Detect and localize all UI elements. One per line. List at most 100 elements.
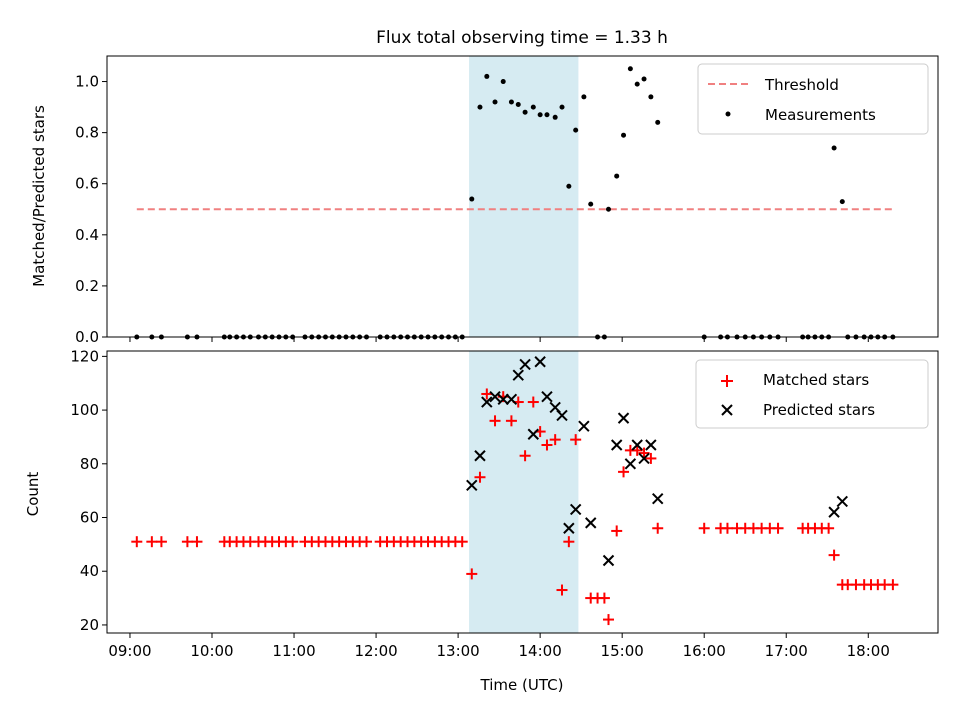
bottom-y-tick-label: 80 [80, 455, 99, 473]
legend-threshold-label: Threshold [764, 76, 839, 94]
legend-measurements-swatch [725, 111, 731, 117]
measurement-point [500, 79, 506, 85]
predicted-star-point [585, 517, 597, 529]
measurement-point [627, 66, 633, 72]
matched-star-point [563, 536, 575, 548]
measurement-point [566, 183, 572, 189]
top-y-tick-label: 0.6 [75, 175, 99, 193]
bottom-legend: Matched stars Predicted stars [695, 359, 929, 429]
predicted-star-point [512, 369, 524, 381]
matched-star-point [828, 549, 840, 561]
predicted-star-point [631, 439, 643, 451]
x-tick-label: 11:00 [272, 642, 315, 660]
predicted-star-point [617, 412, 630, 424]
x-tick-label: 10:00 [190, 642, 233, 660]
predicted-star-point [638, 452, 650, 465]
matched-star-point [823, 522, 835, 534]
predicted-star-point [610, 439, 623, 451]
predicted-star-point [645, 439, 657, 451]
measurement-point [621, 132, 627, 138]
matched-star-point [887, 579, 899, 591]
matched-star-point [631, 444, 643, 456]
measurement-point [573, 127, 579, 133]
legend-predicted-label: Predicted stars [763, 401, 875, 419]
measurement-point [522, 109, 528, 115]
bottom-y-tick-label: 40 [80, 562, 99, 580]
top-y-axis: 0.0 0.2 0.4 0.6 0.8 1.0 [75, 73, 107, 346]
top-y-tick-label: 0.0 [75, 328, 99, 346]
predicted-star-point [519, 358, 531, 371]
top-x-ticks [129, 337, 869, 342]
x-tick-label: 13:00 [436, 642, 479, 660]
measurement-point [552, 114, 558, 120]
matched-star-point [481, 388, 493, 400]
matched-star-point [131, 536, 143, 548]
bottom-y-axis-label: Count [24, 472, 42, 517]
matched-star-point [618, 466, 630, 478]
matched-star-point [602, 614, 614, 626]
bottom-y-tick-label: 20 [80, 616, 99, 634]
measurement-point [581, 94, 587, 100]
measurement-point [530, 104, 536, 110]
predicted-star-point [652, 493, 664, 505]
measurement-point [831, 145, 837, 151]
measurement-point [469, 196, 475, 202]
matched-stars-points [131, 388, 899, 626]
measurement-point [648, 94, 654, 100]
predicted-star-point [624, 458, 637, 470]
bottom-x-axis: 09:00 10:00 11:00 12:00 13:00 14:00 15:00 16:00… [108, 633, 890, 660]
bottom-plot-frame [106, 350, 939, 634]
bottom-y-axis: 20 40 60 80 100 120 [70, 347, 107, 634]
top-y-tick-label: 0.4 [75, 226, 99, 244]
matched-star-point [287, 536, 299, 548]
measurement-point [559, 104, 565, 110]
top-y-tick-label: 0.2 [75, 277, 99, 295]
x-tick-label: 09:00 [108, 642, 151, 660]
matched-star-point [519, 450, 531, 462]
top-plot-frame [106, 55, 939, 338]
bottom-panel: 20 40 60 80 100 120 09:00 10:00 11:00 12:00 13:00… [24, 347, 939, 694]
x-tick-label: 15:00 [601, 642, 644, 660]
matched-star-point [541, 439, 553, 451]
predicted-star-point [563, 522, 575, 534]
matched-star-point [652, 522, 664, 534]
measurement-point [839, 199, 845, 205]
predicted-star-point [578, 420, 590, 432]
predicted-star-point [489, 390, 501, 403]
chart-title: Flux total observing time = 1.33 h [376, 28, 668, 48]
bottom-y-tick-label: 60 [80, 509, 99, 527]
measurement-point [614, 173, 620, 179]
legend-matched-swatch [721, 375, 733, 387]
predicted-star-point [534, 356, 546, 368]
predicted-star-point [474, 450, 486, 462]
matched-star-point [698, 522, 710, 534]
matched-star-point [645, 452, 657, 464]
x-tick-label: 18:00 [847, 642, 890, 660]
measurement-point [634, 81, 640, 87]
matched-star-point [360, 536, 372, 548]
top-y-tick-label: 1.0 [75, 73, 99, 91]
matched-star-point [638, 447, 650, 459]
predicted-star-point [602, 554, 615, 567]
x-tick-label: 12:00 [354, 642, 397, 660]
matched-star-point [611, 525, 623, 537]
matched-star-point [527, 396, 539, 408]
measurement-point [588, 201, 594, 207]
top-legend-box [697, 63, 929, 135]
matched-star-point [549, 434, 561, 446]
x-tick-label: 16:00 [683, 642, 726, 660]
matched-star-point [489, 415, 501, 427]
matched-star-point [456, 536, 468, 548]
predicted-stars-points [466, 356, 849, 567]
bottom-y-tick-label: 120 [70, 347, 99, 365]
x-tick-label: 14:00 [519, 642, 562, 660]
matched-star-point [772, 522, 784, 534]
top-legend: Threshold Measurements [697, 63, 929, 135]
predicted-star-point [497, 393, 509, 406]
legend-matched-label: Matched stars [763, 371, 869, 389]
matched-star-point [474, 471, 486, 483]
predicted-star-point [836, 495, 849, 508]
matched-star-point [570, 434, 582, 446]
top-panel: 0.0 0.2 0.4 0.6 0.8 1.0 Matched/Predicted sta… [30, 55, 939, 346]
